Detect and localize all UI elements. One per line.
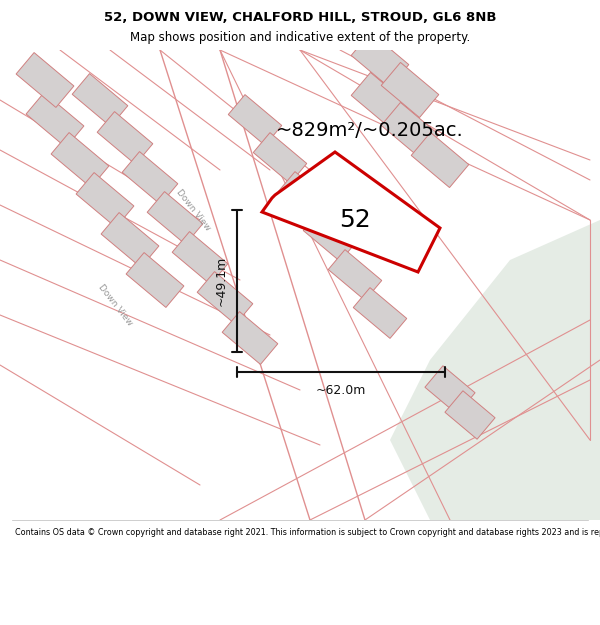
Polygon shape — [228, 94, 282, 146]
Polygon shape — [26, 92, 84, 148]
Polygon shape — [122, 152, 178, 204]
Polygon shape — [425, 366, 475, 414]
Polygon shape — [51, 132, 109, 188]
Polygon shape — [253, 132, 307, 183]
Polygon shape — [72, 74, 128, 126]
Polygon shape — [353, 288, 407, 338]
Text: Down View: Down View — [174, 188, 212, 232]
Polygon shape — [97, 112, 153, 164]
Text: 52: 52 — [339, 208, 371, 232]
Polygon shape — [381, 102, 439, 158]
Polygon shape — [445, 391, 495, 439]
Polygon shape — [411, 132, 469, 188]
Polygon shape — [172, 232, 228, 284]
Polygon shape — [351, 32, 409, 88]
Polygon shape — [278, 172, 332, 222]
Text: ~62.0m: ~62.0m — [316, 384, 366, 397]
Polygon shape — [16, 52, 74, 107]
Polygon shape — [76, 173, 134, 228]
Polygon shape — [390, 50, 600, 520]
Text: Contains OS data © Crown copyright and database right 2021. This information is : Contains OS data © Crown copyright and d… — [15, 528, 600, 538]
Polygon shape — [262, 152, 440, 272]
Polygon shape — [303, 211, 357, 261]
Text: Down View: Down View — [96, 282, 134, 328]
Text: 52, DOWN VIEW, CHALFORD HILL, STROUD, GL6 8NB: 52, DOWN VIEW, CHALFORD HILL, STROUD, GL… — [104, 11, 496, 24]
Polygon shape — [381, 62, 439, 118]
Polygon shape — [147, 192, 203, 244]
Text: ~49.1m: ~49.1m — [215, 256, 228, 306]
Polygon shape — [101, 213, 159, 268]
Polygon shape — [351, 72, 409, 127]
Polygon shape — [197, 272, 253, 324]
Polygon shape — [222, 312, 278, 364]
Text: Map shows position and indicative extent of the property.: Map shows position and indicative extent… — [130, 31, 470, 44]
Polygon shape — [126, 253, 184, 308]
Text: ~829m²/~0.205ac.: ~829m²/~0.205ac. — [276, 121, 464, 139]
Polygon shape — [328, 249, 382, 301]
